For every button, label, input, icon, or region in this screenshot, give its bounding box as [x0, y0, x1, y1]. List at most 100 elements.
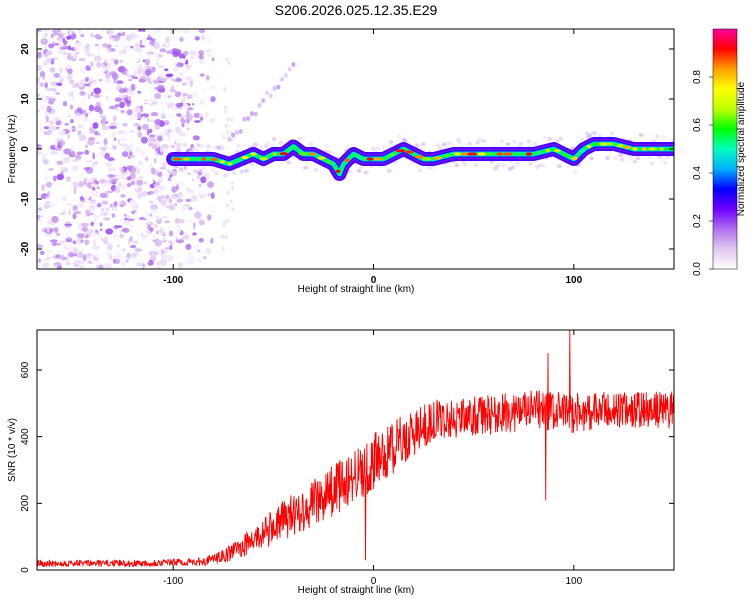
y-tick-label: 600: [20, 361, 31, 378]
colorbar: 0.0 0.2 0.4 0.6 0.8 Normalized spectral ampl…: [692, 28, 747, 276]
ridge-peak: [183, 157, 190, 161]
ridge-peak: [535, 151, 542, 155]
figure-title: S206.2026.025.12.35.E29: [275, 2, 438, 18]
ridge-peak: [593, 142, 599, 146]
ridge-peak: [453, 152, 462, 156]
ridge-peak: [444, 154, 450, 158]
spectrogram-y-label: Frequency (Hz): [7, 115, 18, 184]
ridge-peak: [641, 147, 647, 151]
ridge-peak: [192, 157, 199, 161]
colorbar-tick-label: 0.8: [692, 70, 703, 84]
colorbar-tick-label: 0.4: [692, 166, 703, 180]
ridge-peak: [279, 152, 288, 156]
ridge-peak: [210, 157, 218, 161]
y-tick-label: 200: [20, 495, 31, 512]
ridge-peak: [467, 152, 478, 156]
ridge-peak: [351, 153, 360, 157]
colorbar-tick-label: 0.2: [692, 214, 703, 228]
snr-y-label: SNR (10 * v/v): [7, 418, 18, 482]
ridge-peak: [250, 152, 257, 156]
ridge-peak: [562, 153, 568, 157]
ridge-peak: [373, 157, 383, 161]
ridge-peak: [460, 152, 471, 156]
ridge-peak: [616, 144, 625, 148]
ridge-peak: [422, 157, 432, 161]
ridge-peak: [432, 156, 442, 160]
colorbar-frame: [712, 28, 738, 270]
ridge-peak: [598, 142, 608, 146]
ridge-peak: [235, 158, 242, 162]
y-tick-label: 20: [20, 43, 31, 55]
ridge-peak: [578, 149, 586, 153]
ridge-peak: [201, 157, 207, 161]
ridge-peak: [289, 145, 298, 149]
ridge-peak: [414, 155, 425, 159]
ridge-peak: [298, 152, 309, 156]
x-tick-label: 100: [565, 275, 582, 286]
x-tick-label: 0: [371, 275, 377, 286]
colorbar-label: Normalized spectral amplitude: [736, 81, 747, 216]
ridge-peak: [586, 144, 592, 149]
ridge-peak: [477, 152, 487, 156]
ridge-peak: [241, 155, 249, 160]
ridge-peak: [357, 156, 368, 161]
ridge-peak: [514, 152, 522, 156]
ridge-peak: [326, 160, 331, 164]
ridge-peak: [404, 150, 415, 154]
ridge-peak: [344, 158, 351, 162]
x-tick-label: -100: [163, 576, 183, 587]
spectrogram-x-label: Height of straight line (km): [298, 284, 415, 295]
ridge-peak: [647, 147, 658, 151]
spectrogram-y-axis: -20 -10 0 10 20: [20, 43, 674, 256]
y-tick-label: 10: [20, 93, 31, 105]
ridge-peak: [395, 149, 406, 153]
snr-frame: [36, 329, 675, 571]
y-tick-label: -20: [20, 241, 31, 256]
ridge-peak: [335, 169, 341, 173]
ridge-peak: [389, 153, 395, 157]
colorbar-ticks: 0.0 0.2 0.4 0.6 0.8: [692, 70, 713, 276]
spectrogram-ridge: [166, 130, 674, 181]
ridge-peak: [259, 157, 268, 161]
snr-panel: -100 0 100 0 200 400 600 Height of straight l…: [7, 329, 675, 596]
y-tick-label: 0: [20, 567, 31, 573]
ridge-peak: [308, 152, 317, 156]
ridge-peak: [503, 152, 513, 156]
ridge-peak: [219, 160, 226, 164]
ridge-peak: [659, 147, 664, 151]
ridge-peak: [553, 149, 561, 153]
ridge-peak: [623, 145, 632, 149]
y-tick-label: -10: [20, 191, 31, 206]
y-tick-label: 0: [20, 146, 31, 152]
ridge-peak: [545, 148, 551, 153]
spectrogram-streak: [227, 62, 296, 142]
snr-background: [37, 330, 674, 570]
y-tick-label: 400: [20, 428, 31, 445]
ridge-peak: [486, 152, 493, 156]
snr-plot-area: [37, 330, 674, 568]
snr-x-axis: -100 0 100: [163, 330, 583, 587]
ridge-peak: [227, 162, 233, 166]
colorbar-gradient: [713, 29, 737, 269]
colorbar-tick-label: 0.6: [692, 118, 703, 132]
ridge-peak: [525, 152, 533, 156]
x-tick-label: -100: [163, 275, 183, 286]
ridge-peak: [496, 152, 504, 156]
ridge-peak: [571, 156, 578, 160]
ridge-peak: [172, 157, 182, 161]
colorbar-tick-label: 0.0: [692, 262, 703, 276]
ridge-peak: [317, 156, 326, 160]
snr-x-label: Height of straight line (km): [298, 585, 415, 596]
ridge-peak: [606, 142, 614, 146]
ridge-peak: [272, 152, 277, 156]
ridge-peak: [632, 147, 638, 151]
snr-series-line: [37, 330, 674, 568]
x-tick-label: 100: [565, 576, 582, 587]
x-tick-label: 0: [371, 576, 377, 587]
ridge-peak: [366, 157, 374, 161]
snr-y-axis: 0 200 400 600: [20, 361, 674, 573]
spectrogram-x-axis: -100 0 100: [163, 29, 583, 286]
ridge-peak: [382, 156, 387, 160]
